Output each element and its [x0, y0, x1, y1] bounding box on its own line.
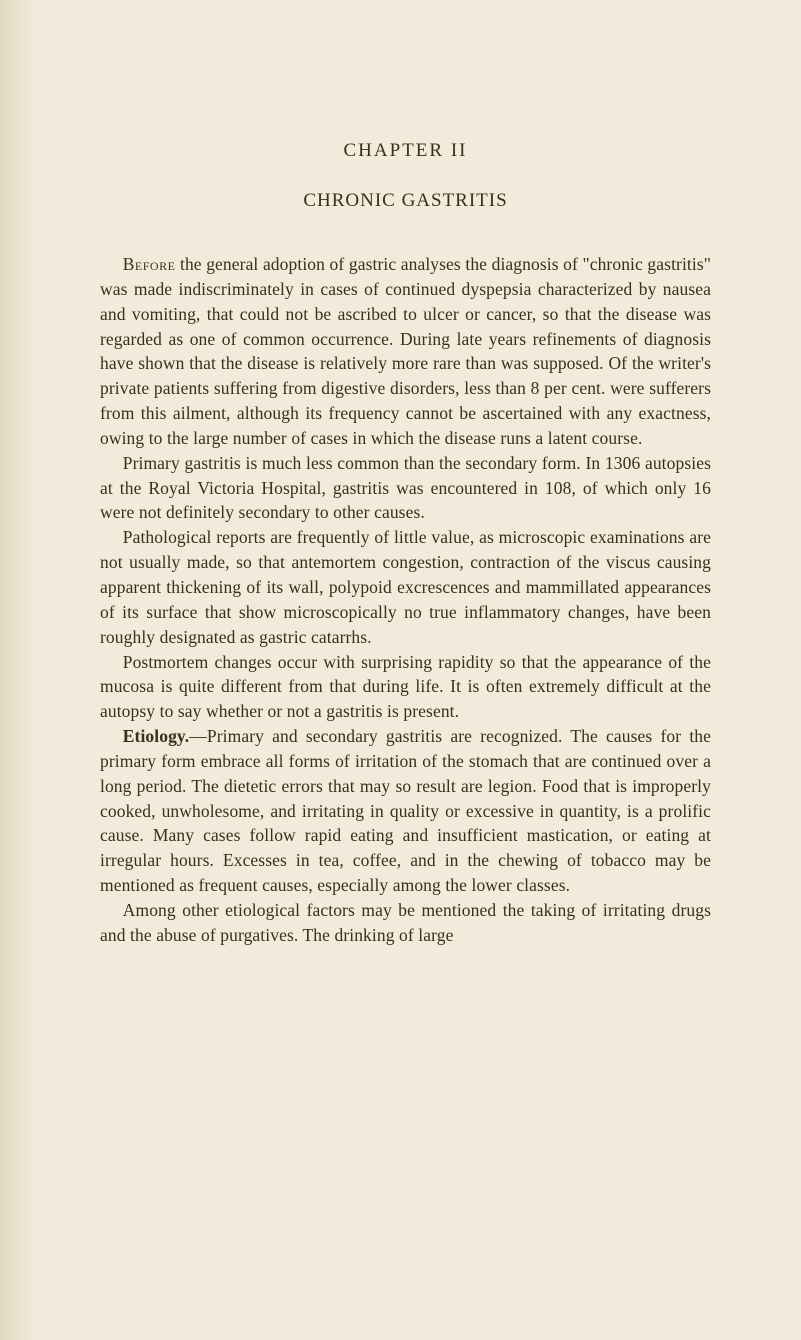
- paragraph-text: the general adoption of gastric analyses…: [100, 254, 711, 448]
- chapter-title: CHRONIC GASTRITIS: [100, 190, 711, 212]
- body-paragraph: Etiology.—Primary and secondary gastriti…: [100, 724, 711, 898]
- page-aging-stain: [0, 0, 35, 1340]
- body-paragraph: Postmortem changes occur with surprising…: [100, 650, 711, 725]
- body-paragraph: Among other etiological factors may be m…: [100, 898, 711, 948]
- body-paragraph: Pathological reports are frequently of l…: [100, 525, 711, 649]
- paragraph-lead-smallcaps: Before: [123, 254, 176, 274]
- paragraph-text: —Primary and secondary gastritis are rec…: [100, 726, 711, 895]
- chapter-heading: CHAPTER II: [100, 140, 711, 162]
- body-paragraph: Primary gastritis is much less common th…: [100, 451, 711, 526]
- paragraph-text: Primary gastritis is much less common th…: [100, 453, 711, 523]
- section-run-in-heading: Etiology.: [123, 726, 190, 746]
- paragraph-text: Pathological reports are frequently of l…: [100, 527, 711, 646]
- book-page: CHAPTER II CHRONIC GASTRITIS Before the …: [0, 0, 801, 1340]
- paragraph-text: Postmortem changes occur with surprising…: [100, 652, 711, 722]
- body-paragraph: Before the general adoption of gastric a…: [100, 252, 711, 451]
- paragraph-text: Among other etiological factors may be m…: [100, 900, 711, 945]
